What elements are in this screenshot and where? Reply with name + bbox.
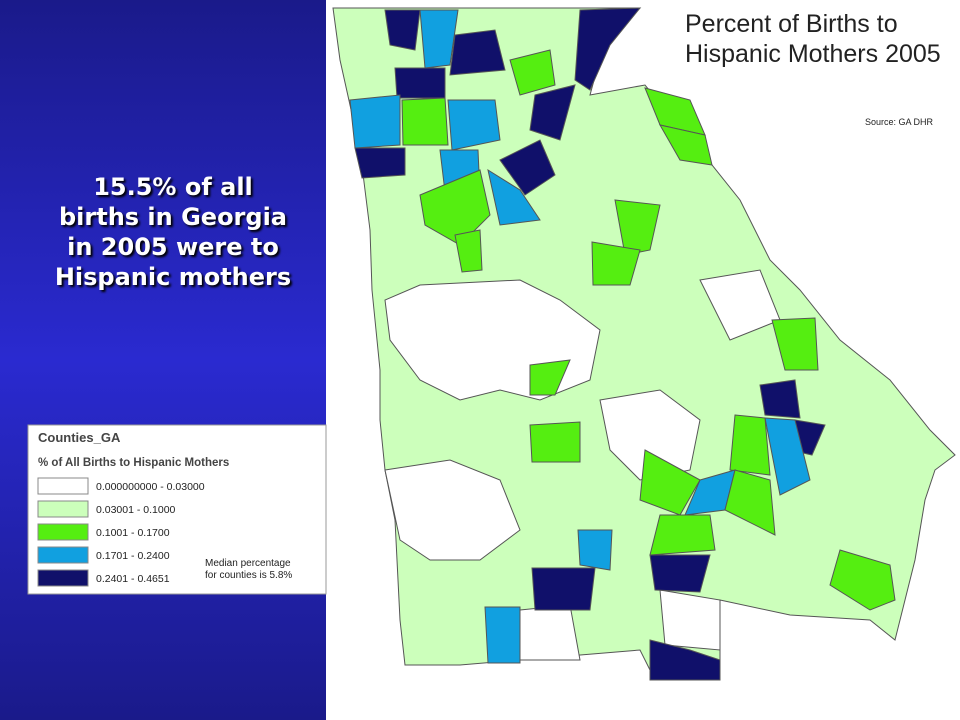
county — [724, 469, 776, 536]
county — [354, 147, 406, 179]
county — [401, 97, 449, 146]
county — [519, 604, 581, 661]
legend-label: 0.1001 - 0.1700 — [96, 527, 170, 539]
legend-swatch — [37, 477, 89, 495]
legend-subtitle: % of All Births to Hispanic Mothers — [38, 457, 229, 469]
county — [829, 549, 896, 611]
legend-swatch — [37, 569, 89, 587]
county — [529, 359, 571, 396]
headline-line: births in Georgia — [58, 203, 287, 231]
map-title-line: Percent of Births to — [685, 10, 898, 38]
county — [394, 67, 446, 99]
county — [419, 9, 459, 69]
legend-note-line: Median percentage — [205, 558, 291, 569]
county — [759, 379, 801, 419]
legend-label: 0.1701 - 0.2400 — [96, 550, 170, 562]
county — [447, 99, 501, 151]
county — [349, 94, 401, 149]
legend-swatch — [37, 500, 89, 518]
county — [509, 49, 556, 96]
georgia-map — [332, 7, 956, 681]
county — [649, 514, 716, 556]
county — [531, 567, 596, 611]
county — [729, 414, 771, 476]
county — [529, 421, 581, 463]
county — [574, 7, 642, 91]
county — [659, 124, 713, 166]
county — [449, 29, 506, 76]
county — [484, 606, 521, 664]
county — [599, 389, 701, 481]
headline-line: 15.5% of all — [93, 173, 253, 201]
county — [614, 199, 661, 256]
county — [499, 139, 556, 196]
legend-swatch — [37, 546, 89, 564]
county — [384, 459, 521, 561]
county — [764, 417, 811, 496]
legend: Counties_GA % of All Births to Hispanic … — [27, 424, 327, 595]
side-panel — [0, 0, 326, 720]
headline-line: Hispanic mothers — [54, 263, 292, 291]
county — [419, 169, 491, 246]
county — [659, 589, 721, 651]
legend-note: Median percentage for counties is 5.8% — [205, 558, 292, 581]
county — [771, 317, 819, 371]
legend-label: 0.000000000 - 0.03000 — [96, 481, 205, 493]
legend-label: 0.2401 - 0.4651 — [96, 573, 170, 585]
county — [649, 639, 721, 681]
map-title: Percent of Births to Hispanic Mothers 200… — [685, 10, 941, 68]
legend-swatch — [37, 523, 89, 541]
headline: 15.5% of all births in Georgia in 2005 wer… — [20, 172, 326, 292]
legend-items: 0.000000000 - 0.03000 0.03001 - 0.1000 0.1… — [37, 477, 205, 587]
legend-title: Counties_GA — [38, 430, 121, 445]
county — [487, 168, 541, 226]
county — [591, 241, 641, 286]
map-source: Source: GA DHR — [865, 117, 934, 127]
county — [529, 84, 576, 141]
map-title-line: Hispanic Mothers 2005 — [685, 40, 941, 68]
legend-note-line: for counties is 5.8% — [205, 570, 292, 581]
legend-label: 0.03001 - 0.1000 — [96, 504, 176, 516]
county — [577, 529, 613, 571]
county — [649, 554, 711, 593]
county — [454, 229, 483, 273]
headline-line: in 2005 were to — [67, 233, 279, 261]
county — [384, 9, 421, 51]
